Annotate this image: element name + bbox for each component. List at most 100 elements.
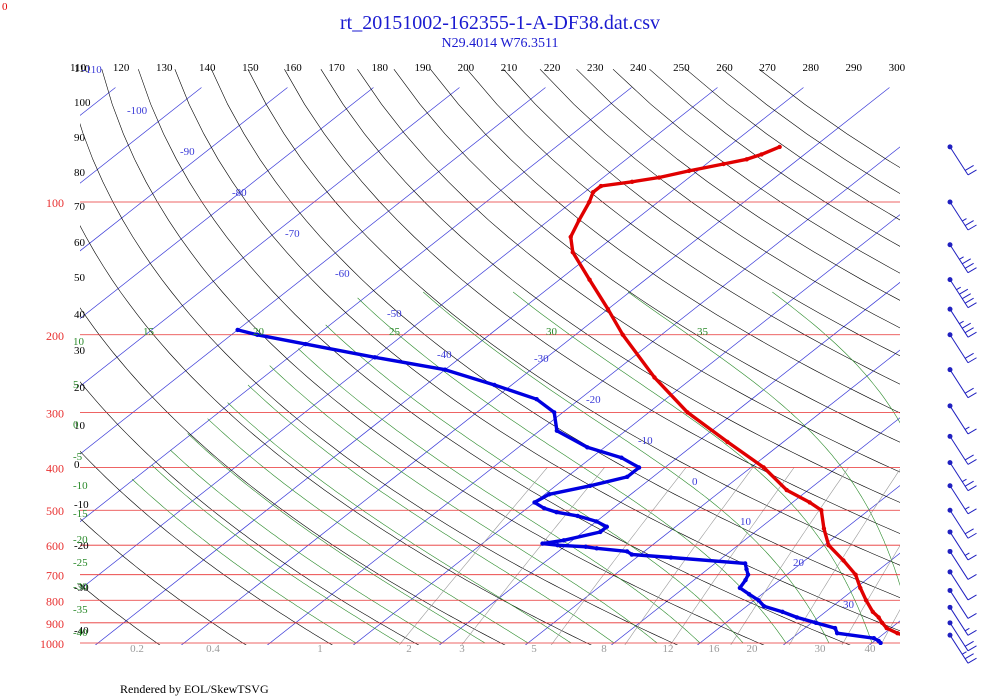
wind-barbs bbox=[947, 144, 977, 664]
dry-adiabat-label: 30 bbox=[74, 345, 86, 357]
mixing-ratio-label: 8 bbox=[601, 643, 607, 655]
mixing-ratio-label: 2 bbox=[406, 643, 412, 655]
wind-barb-flag bbox=[964, 627, 970, 632]
dewpoint-profile-point bbox=[743, 577, 748, 583]
moist-adiabat-label: 30 bbox=[546, 326, 558, 338]
dry-adiabat-label: 70 bbox=[74, 201, 86, 213]
dewpoint-profile-point bbox=[587, 483, 593, 488]
moist-adiabat-line bbox=[325, 324, 744, 644]
dewpoint-profile-point bbox=[813, 620, 819, 626]
moist-adiabat-label: -35 bbox=[73, 604, 88, 616]
isotherm-label: 10 bbox=[740, 516, 752, 528]
pressure-tick-label: 700 bbox=[46, 569, 64, 583]
moist-adiabat-line bbox=[925, 292, 1000, 643]
pressure-tick-label: 100 bbox=[46, 196, 64, 210]
dry-adiabat-label: -20 bbox=[74, 540, 89, 552]
theta-tick-label: 170 bbox=[328, 62, 345, 74]
dewpoint-profile-point bbox=[594, 546, 599, 551]
mixing-ratio-label: 16 bbox=[709, 643, 721, 655]
wind-barb-flag bbox=[967, 645, 977, 652]
isotherm-label: -30 bbox=[534, 353, 549, 365]
theta-tick-label: 140 bbox=[199, 62, 216, 74]
theta-tick-label: 130 bbox=[156, 62, 173, 74]
moist-adiabat-label: 15 bbox=[143, 326, 155, 338]
moist-adiabat-line bbox=[207, 418, 529, 644]
dry-adiabat-line bbox=[0, 69, 83, 652]
wind-barb-flag bbox=[964, 297, 974, 304]
moist-adiabat-label: -5 bbox=[73, 451, 83, 463]
isotherm-label: -50 bbox=[387, 308, 402, 320]
isotherm-line bbox=[524, 349, 900, 645]
dry-adiabat-label: 80 bbox=[74, 167, 86, 179]
isotherm-line bbox=[868, 620, 900, 645]
isotherm-label: -20 bbox=[586, 394, 601, 406]
dewpoint-profile-point bbox=[542, 506, 547, 511]
dry-adiabat-label: 0 bbox=[74, 459, 80, 471]
wind-barb-staff bbox=[949, 436, 969, 465]
dry-adiabat-label: 110 bbox=[74, 63, 91, 75]
dry-adiabat-label: 90 bbox=[74, 132, 86, 144]
wind-barb-flag bbox=[967, 508, 977, 515]
mixing-ratio-label: 0.2 bbox=[130, 643, 144, 655]
dewpoint-profile-point bbox=[583, 544, 588, 549]
dewpoint-profile-point bbox=[303, 341, 308, 347]
temperature-profile-point bbox=[826, 542, 831, 548]
theta-tick-label: 210 bbox=[501, 62, 518, 74]
dewpoint-profile-point bbox=[552, 410, 557, 415]
wind-barb-flag bbox=[967, 554, 977, 561]
wind-barb-flag bbox=[967, 485, 977, 492]
wind-barb-staff bbox=[949, 531, 969, 561]
wind-barb-flag bbox=[964, 327, 974, 334]
dewpoint-profile bbox=[235, 328, 883, 645]
wind-barb-flag bbox=[959, 288, 969, 295]
wind-barb bbox=[947, 403, 977, 435]
wind-barb-station bbox=[947, 483, 953, 489]
isotherm-label: 30 bbox=[843, 599, 855, 611]
pressure-tick-label: 400 bbox=[46, 462, 64, 476]
isotherm-label: -60 bbox=[335, 268, 350, 280]
moist-adiabat-line bbox=[131, 478, 357, 644]
wind-barb bbox=[947, 483, 977, 515]
theta-tick-label: 160 bbox=[285, 62, 302, 74]
wind-barb-flag bbox=[967, 392, 977, 399]
dry-adiabat-line bbox=[80, 307, 506, 645]
diagram-grid bbox=[0, 68, 1000, 652]
wind-barb bbox=[947, 332, 977, 364]
temperature-profile-point bbox=[841, 558, 846, 563]
wind-barb-flag bbox=[967, 629, 977, 636]
dewpoint-profile-point bbox=[780, 609, 785, 615]
wind-barb-flag bbox=[967, 224, 977, 231]
wind-barb-station bbox=[947, 632, 953, 638]
isotherm-line bbox=[80, 87, 460, 387]
mixing-ratio-line bbox=[624, 467, 754, 645]
dewpoint-profile-point bbox=[575, 513, 580, 519]
theta-tick-label: 200 bbox=[458, 62, 475, 74]
dewpoint-profile-point bbox=[794, 615, 800, 620]
dewpoint-profile-point bbox=[834, 630, 840, 636]
dry-adiabat-label: 50 bbox=[74, 272, 86, 284]
isotherm-line bbox=[266, 146, 900, 645]
mixing-ratio-label: 20 bbox=[747, 643, 759, 655]
wind-barb-station bbox=[947, 367, 953, 373]
mixing-ratio-line bbox=[841, 545, 900, 645]
temperature-profile-point bbox=[598, 183, 604, 189]
wind-barb-station bbox=[947, 433, 953, 439]
dry-adiabat-line bbox=[284, 69, 900, 534]
mixing-ratio-label: 3 bbox=[459, 643, 465, 655]
wind-barb-station bbox=[947, 620, 953, 626]
mixing-ratio-line bbox=[788, 468, 900, 645]
temperature-profile-point bbox=[761, 465, 766, 470]
dry-adiabat-label: -10 bbox=[74, 499, 89, 511]
moist-adiabat-line bbox=[269, 365, 658, 644]
wind-barb-station bbox=[947, 460, 953, 466]
wind-barb-staff bbox=[949, 485, 969, 515]
dry-adiabat-line bbox=[430, 69, 900, 414]
dry-adiabat-line bbox=[503, 68, 900, 357]
wind-barb-flag bbox=[964, 426, 970, 430]
dry-adiabat-line bbox=[649, 68, 900, 247]
pressure-tick-label: 300 bbox=[46, 406, 64, 420]
mixing-ratio-label: 40 bbox=[865, 643, 877, 655]
moist-adiabat-label: -20 bbox=[73, 534, 88, 546]
